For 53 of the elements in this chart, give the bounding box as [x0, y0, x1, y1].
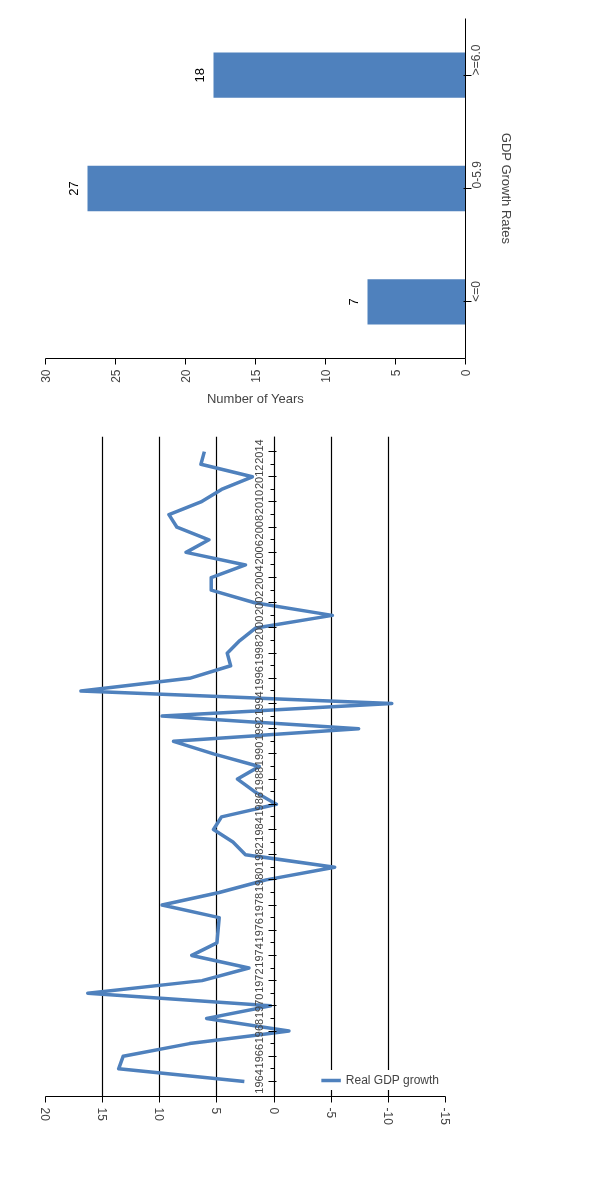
x-tick-label: 15	[95, 1107, 110, 1122]
data-label: 27	[66, 181, 81, 196]
x-tick-label: 20	[38, 1107, 52, 1122]
bar	[87, 165, 466, 212]
x-tick-label: 25	[109, 369, 123, 383]
y-tick-label: 1970	[253, 993, 266, 1019]
bar	[213, 52, 466, 98]
y-tick-label: 1982	[253, 842, 266, 867]
y-tick-label: 2012	[253, 464, 266, 490]
y-tick-label: 2000	[253, 615, 266, 641]
y-tick-label: 2006	[253, 540, 266, 565]
y-tick-label: <=0	[469, 280, 484, 302]
x-tick-label: -5	[323, 1107, 338, 1119]
y-tick-label: 2014	[253, 439, 266, 464]
legend-label: Real GDP growth	[345, 1073, 439, 1087]
y-tick-label: >=6.0	[469, 44, 484, 76]
x-axis-title: Number of Years	[206, 390, 305, 406]
x-tick-label: 5	[389, 369, 403, 377]
y-tick-label: 1974	[253, 943, 266, 968]
x-tick-label: 15	[249, 369, 263, 383]
data-label: 18	[192, 67, 207, 83]
x-tick-label: 0	[266, 1107, 281, 1115]
y-tick-label: 1988	[253, 766, 266, 792]
y-tick-label: 1966	[253, 1043, 266, 1069]
y-tick-label: 1968	[253, 1018, 266, 1044]
y-tick-label: 2002	[253, 590, 266, 615]
y-tick-label: 1994	[253, 691, 266, 716]
y-tick-label: 0-5.9	[469, 160, 484, 189]
y-tick-label: 1990	[253, 741, 266, 767]
x-tick-label: 10	[152, 1107, 167, 1122]
x-tick-label: 30	[39, 369, 53, 383]
y-tick-label: 1996	[253, 666, 266, 691]
x-tick-label: 0	[459, 369, 473, 377]
y-tick-label: 1978	[253, 892, 266, 918]
y-tick-label: 1964	[253, 1069, 266, 1094]
data-label: 7	[346, 298, 361, 306]
y-tick-label: 2010	[253, 489, 266, 515]
y-tick-label: 2008	[253, 514, 266, 540]
y-tick-label: 1986	[253, 792, 266, 817]
y-tick-label: 2004	[253, 565, 266, 590]
bar	[367, 279, 466, 325]
y-tick-label: 1992	[253, 716, 266, 741]
y-tick-label: 1998	[253, 640, 266, 666]
x-tick-label: 20	[179, 369, 193, 383]
x-tick-label: -15	[438, 1107, 452, 1126]
x-tick-label: -10	[380, 1107, 395, 1126]
y-axis-title: GDP Growth Rates	[498, 132, 514, 245]
x-tick-label: 10	[319, 369, 333, 383]
y-tick-label: 1976	[253, 917, 266, 943]
y-tick-label: 1984	[253, 817, 266, 842]
y-tick-label: 1972	[253, 968, 266, 993]
x-tick-label: 5	[209, 1107, 224, 1115]
y-tick-label: 1980	[253, 867, 266, 893]
